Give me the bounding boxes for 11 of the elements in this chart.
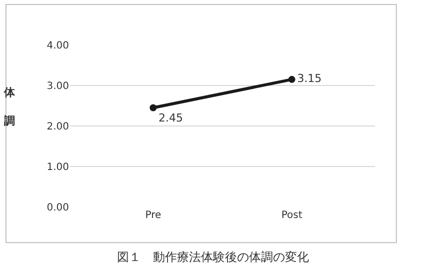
x-tick-label: Post	[281, 210, 302, 221]
y-tick-label: 1.00	[46, 162, 69, 173]
y-tick-label: 2.00	[46, 122, 69, 132]
text: 体調	[4, 86, 15, 128]
y-tick-label: 4.00	[46, 40, 69, 52]
y-tick-label: 0.00	[46, 202, 69, 214]
x-tick-label: Pre	[145, 210, 162, 221]
data-label: 3.15	[297, 72, 322, 86]
y-tick-label: 3.00	[46, 81, 69, 92]
caption: 図１ 動作療法体験後の体調の変化	[117, 250, 309, 264]
data-label: 2.45	[158, 111, 184, 124]
